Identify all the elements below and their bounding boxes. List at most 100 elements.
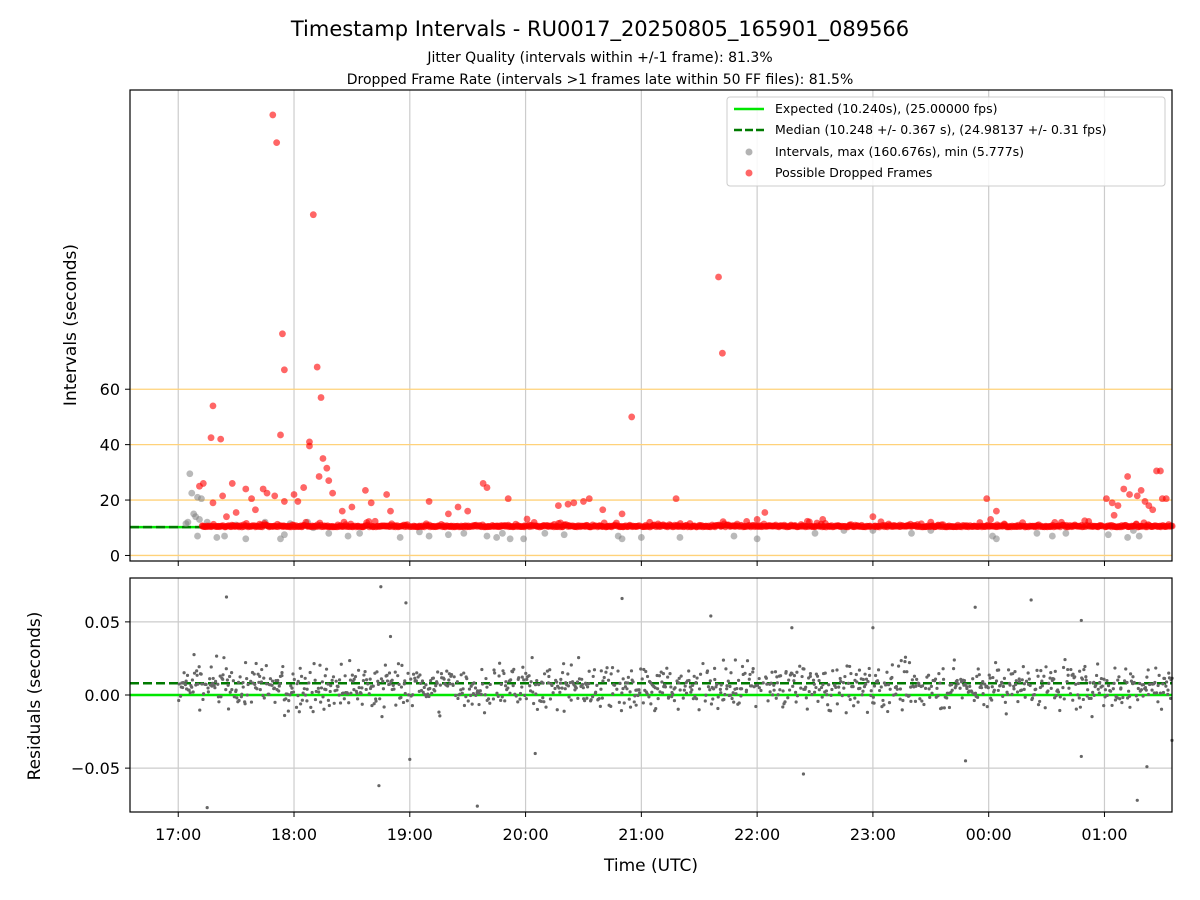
residual-point-568	[671, 692, 675, 696]
residual-point-193	[342, 697, 346, 701]
residual-point-44	[213, 686, 217, 690]
dropped-frame-point-24	[271, 492, 279, 500]
residual-point-849	[926, 673, 931, 677]
residual-point-954	[1016, 699, 1020, 704]
residual-point-967	[1027, 677, 1031, 681]
residual-point-1062	[1112, 681, 1116, 685]
residual-point-314	[447, 678, 451, 682]
residual-outlier-20	[533, 751, 537, 756]
residual-point-644	[739, 687, 744, 691]
residual-point-861	[938, 681, 942, 685]
residual-point-387	[514, 694, 518, 698]
residual-point-92	[255, 687, 259, 691]
residual-point-1120	[1164, 680, 1169, 684]
residual-point-24	[196, 682, 200, 686]
residual-point-675	[772, 688, 776, 692]
residual-point-641	[737, 701, 741, 705]
residual-point-1045	[1096, 687, 1100, 691]
residual-point-76	[241, 680, 245, 685]
residual-point-502	[616, 669, 620, 673]
residual-point-662	[757, 686, 761, 690]
dropped-frame-point-26	[329, 489, 337, 497]
residual-point-429	[551, 691, 555, 695]
residual-point-565	[669, 685, 673, 689]
dropped-frame-point-77	[387, 507, 394, 515]
residual-point-783	[867, 666, 871, 671]
dropped-frame-point-19	[199, 480, 207, 487]
residual-point-835	[912, 674, 917, 678]
residual-point-1052	[1102, 677, 1106, 681]
dropped-frame-point-41	[570, 499, 578, 507]
residual-point-517	[628, 705, 633, 709]
residual-point-1089	[1138, 681, 1142, 686]
residual-point-266	[405, 699, 409, 703]
residual-point-617	[718, 687, 722, 691]
residual-point-201	[349, 691, 353, 695]
residual-point-663	[759, 688, 763, 693]
residual-point-1020	[1076, 693, 1080, 697]
interval-point-27	[444, 531, 452, 539]
residual-point-465	[581, 686, 585, 690]
residual-point-84	[249, 679, 253, 683]
residual-point-501	[615, 687, 619, 691]
residual-point-486	[599, 687, 603, 691]
residual-point-63	[229, 671, 234, 675]
residual-point-866	[942, 706, 946, 710]
residual-point-1079	[1127, 694, 1132, 698]
residual-point-670	[768, 690, 772, 694]
interval-point-53	[1124, 534, 1132, 541]
residual-point-178	[329, 683, 333, 688]
interval-point-49	[1033, 529, 1041, 537]
residual-point-715	[808, 674, 812, 678]
residual-point-1036	[1089, 696, 1093, 700]
residual-point-930	[997, 668, 1001, 672]
residual-point-837	[914, 684, 918, 688]
residual-point-49	[217, 700, 221, 704]
residual-point-542	[650, 690, 654, 694]
residual-point-298	[433, 689, 437, 693]
legend-dropped-label: Possible Dropped Frames	[775, 165, 932, 180]
residual-point-1039	[1092, 680, 1096, 684]
residual-point-340	[470, 702, 474, 706]
residual-outlier-11	[377, 784, 381, 788]
dropped-frame-point-55	[1126, 491, 1133, 498]
residual-point-892	[965, 686, 969, 691]
residual-point-732	[823, 671, 827, 675]
interval-point-48	[993, 535, 1000, 543]
residual-point-700	[794, 700, 798, 704]
dropped-frame-point-39	[554, 502, 562, 509]
residual-point-1037	[1090, 715, 1094, 719]
residual-point-359	[486, 697, 491, 701]
residual-point-257	[397, 682, 401, 686]
residual-point-400	[525, 677, 529, 681]
residual-point-939	[1004, 712, 1008, 716]
residual-point-898	[971, 677, 975, 681]
residual-point-220	[364, 678, 369, 682]
residual-point-1051	[1102, 704, 1106, 708]
residual-point-1069	[1118, 697, 1122, 701]
residual-point-976	[1036, 674, 1040, 678]
residual-point-575	[677, 676, 681, 680]
residual-point-1074	[1122, 679, 1127, 683]
residual-point-929	[996, 688, 1000, 693]
residual-point-1093	[1141, 694, 1145, 698]
residual-point-233	[376, 679, 380, 683]
residual-point-380	[508, 691, 512, 695]
residual-point-59	[226, 683, 230, 687]
residual-outlier-2	[404, 601, 408, 605]
intervals-points	[182, 111, 1176, 543]
residual-point-779	[864, 682, 868, 686]
residual-point-691	[787, 678, 791, 682]
intervals-threshold-lines	[130, 388, 1172, 557]
residual-point-471	[585, 685, 590, 689]
residual-point-919	[988, 676, 992, 680]
residual-point-432	[555, 680, 559, 684]
residual-point-1082	[1129, 679, 1134, 683]
residual-point-51	[219, 695, 223, 699]
residual-point-685	[781, 689, 785, 693]
residual-point-335	[465, 677, 469, 681]
residual-point-393	[520, 685, 524, 689]
residual-point-720	[812, 690, 817, 694]
residual-point-123	[281, 664, 285, 669]
residual-point-901	[973, 691, 978, 695]
